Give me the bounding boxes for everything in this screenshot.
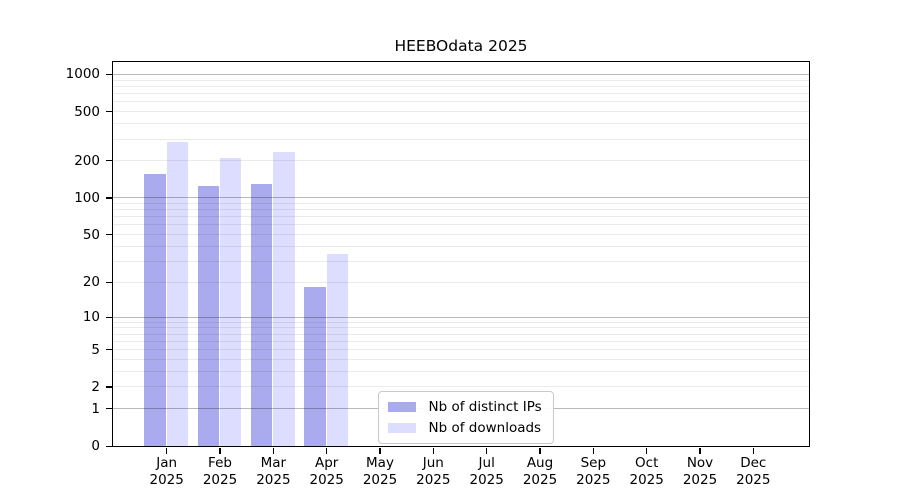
x-tick-label-apr: Apr 2025 [309, 455, 344, 488]
y-tick-mark [105, 386, 112, 388]
y-tick-label: 100 [74, 189, 100, 206]
y-tick-label: 50 [82, 226, 100, 243]
gridline-minor [112, 349, 809, 351]
y-tick-mark [105, 73, 112, 76]
legend-swatch-downloads [387, 422, 416, 433]
plot-area: Nb of distinct IPs Nb of downloads [111, 60, 810, 447]
x-tick-label-may: May 2025 [362, 455, 398, 488]
bar-downloads-feb [220, 158, 242, 446]
x-tick-mark [592, 447, 594, 454]
x-tick-label-mar: Mar 2025 [256, 455, 291, 488]
gridline-minor [112, 101, 809, 103]
legend-item-downloads: Nb of downloads [387, 419, 542, 436]
bar-distinct-ips-apr [304, 287, 326, 446]
legend-label-downloads: Nb of downloads [428, 419, 542, 436]
x-tick-label-aug: Aug 2025 [522, 455, 558, 488]
x-tick-mark [646, 447, 648, 454]
x-tick-mark [272, 447, 275, 454]
x-tick-label-dec: Dec 2025 [736, 455, 771, 488]
x-tick-label-sep: Sep 2025 [576, 455, 611, 488]
x-tick-mark [432, 447, 434, 454]
gridline-minor [112, 202, 809, 204]
y-tick-label: 1 [91, 400, 100, 417]
x-tick-label-jul: Jul 2025 [469, 455, 504, 488]
y-tick-label: 10 [82, 309, 100, 325]
y-tick-mark [105, 234, 112, 236]
x-tick-label-feb: Feb 2025 [202, 455, 238, 488]
gridline-minor [112, 245, 809, 247]
bar-distinct-ips-feb [197, 185, 219, 446]
y-tick-label: 0 [91, 438, 100, 454]
x-tick-mark [486, 447, 488, 454]
x-tick-label-jan: Jan 2025 [149, 455, 184, 488]
y-tick-mark [105, 316, 112, 318]
x-tick-label-oct: Oct 2025 [629, 455, 664, 488]
chart-title: HEEBOdata 2025 [394, 37, 528, 55]
gridline-minor [112, 321, 809, 323]
gridline-major [112, 316, 809, 318]
x-tick-mark [219, 447, 221, 454]
gridline-minor [112, 370, 809, 372]
bar-distinct-ips-jan [144, 173, 166, 446]
gridline-minor [112, 123, 809, 125]
gridline-minor [112, 160, 809, 162]
x-tick-mark [699, 447, 701, 454]
gridline-minor [112, 386, 809, 388]
gridline-minor [112, 216, 809, 218]
x-tick-mark [326, 447, 328, 454]
gridline-minor [112, 111, 809, 113]
gridline-minor [112, 327, 809, 329]
x-tick-mark [166, 447, 168, 454]
legend-label-distinct-ips: Nb of distinct IPs [428, 398, 542, 415]
gridline-minor [112, 234, 809, 235]
y-tick-mark [105, 408, 112, 410]
bar-downloads-mar [273, 151, 295, 446]
x-tick-mark [379, 447, 381, 454]
legend-item-distinct-ips: Nb of distinct IPs [387, 398, 542, 415]
y-tick-mark [105, 111, 112, 113]
y-tick-mark [105, 445, 112, 447]
gridline-minor [112, 85, 809, 87]
bar-distinct-ips-mar [251, 183, 273, 446]
y-tick-mark [105, 349, 112, 351]
y-tick-mark [105, 197, 112, 199]
gridline-minor [112, 281, 809, 283]
bar-downloads-apr [326, 254, 349, 446]
gridline-major [112, 73, 809, 75]
x-tick-label-jun: Jun 2025 [416, 455, 451, 488]
y-tick-label: 2 [91, 378, 100, 395]
y-tick-label: 20 [82, 274, 100, 291]
x-tick-mark [752, 447, 754, 454]
y-tick-label: 1000 [65, 66, 100, 83]
gridline-minor [112, 224, 809, 226]
gridline-major [112, 197, 809, 199]
gridline-minor [112, 93, 809, 94]
bar-downloads-jan [166, 142, 189, 446]
x-tick-label-nov: Nov 2025 [682, 455, 718, 488]
legend-swatch-distinct-ips [387, 401, 416, 412]
y-tick-mark [105, 160, 112, 162]
y-tick-label: 200 [74, 152, 100, 169]
bars [113, 62, 809, 446]
gridline-minor [112, 138, 809, 140]
x-tick-mark [539, 447, 541, 454]
y-tick-label: 500 [74, 103, 100, 120]
gridline-minor [112, 260, 809, 262]
gridline-minor [112, 209, 809, 211]
y-tick-label: 5 [91, 341, 100, 358]
gridline-minor [112, 333, 809, 335]
y-tick-mark [105, 281, 112, 283]
gridline-minor [112, 340, 809, 342]
gridline-minor [112, 358, 809, 360]
gridline-minor [112, 79, 809, 81]
legend: Nb of distinct IPs Nb of downloads [377, 390, 554, 444]
